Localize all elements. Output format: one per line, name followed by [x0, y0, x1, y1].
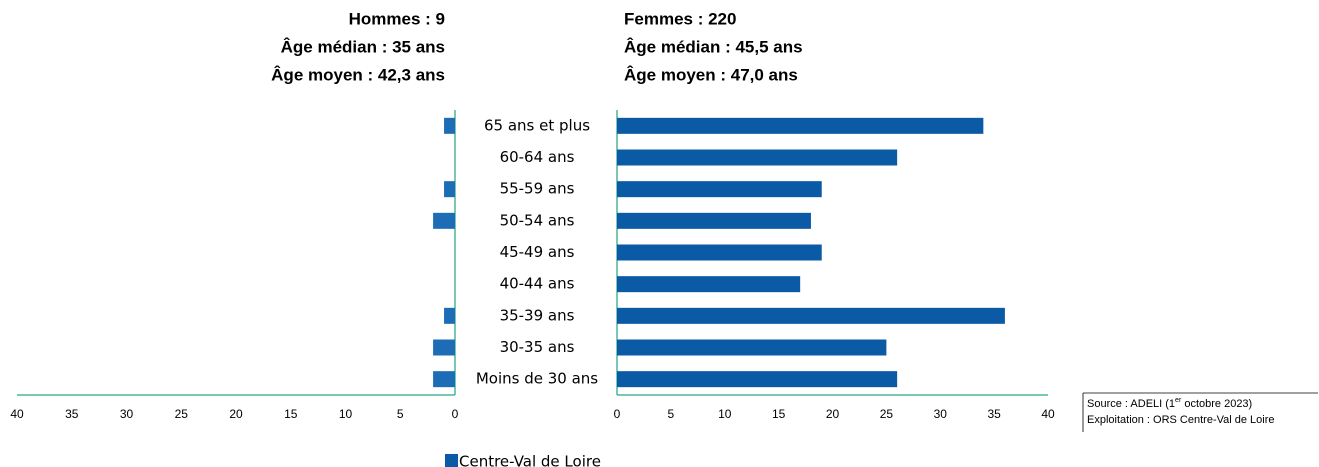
category-label: 65 ans et plus [484, 116, 590, 134]
category-label: Moins de 30 ans [476, 370, 598, 388]
x-tick-label: 0 [614, 407, 621, 421]
x-tick-label: 10 [718, 407, 732, 421]
x-tick-label: 15 [772, 407, 786, 421]
bar [617, 371, 898, 388]
x-tick-label: 40 [10, 407, 24, 421]
bar [617, 149, 898, 166]
bar [617, 307, 1005, 324]
x-tick-label: 5 [668, 407, 675, 421]
bar [444, 181, 455, 198]
category-label: 40-44 ans [500, 275, 575, 293]
panel-title: Âge médian : 35 ans [281, 37, 445, 56]
bar [617, 276, 801, 293]
x-tick-label: 15 [284, 407, 298, 421]
category-label: 55-59 ans [500, 180, 575, 198]
panel-title: Âge moyen : 42,3 ans [271, 65, 445, 84]
x-tick-label: 5 [397, 407, 404, 421]
bar [444, 117, 455, 134]
category-label: 35-39 ans [500, 306, 575, 324]
x-tick-label: 0 [452, 407, 459, 421]
bar [617, 212, 811, 229]
legend-label: Centre-Val de Loire [459, 453, 601, 467]
x-tick-label: 25 [880, 407, 894, 421]
x-tick-label: 25 [175, 407, 189, 421]
x-tick-label: 30 [934, 407, 948, 421]
panel-title: Âge moyen : 47,0 ans [624, 65, 798, 84]
panel-title: Hommes : 9 [349, 9, 445, 28]
legend-swatch [445, 454, 458, 467]
bar [433, 339, 455, 356]
x-tick-label: 20 [826, 407, 840, 421]
category-label: 45-49 ans [500, 243, 575, 261]
bar [617, 339, 887, 356]
bar [617, 244, 822, 261]
x-tick-label: 35 [65, 407, 79, 421]
x-tick-label: 40 [1041, 407, 1055, 421]
category-label: 60-64 ans [500, 148, 575, 166]
bar [617, 181, 822, 198]
category-label: 50-54 ans [500, 211, 575, 229]
x-tick-label: 30 [120, 407, 134, 421]
x-tick-label: 20 [229, 407, 243, 421]
panel-title: Âge médian : 45,5 ans [624, 37, 803, 56]
source-sup: er [1175, 397, 1182, 404]
bar [433, 371, 455, 388]
bar [433, 212, 455, 229]
bar [444, 307, 455, 324]
source-text: Source : ADELI (1 [1087, 398, 1175, 410]
panel-title: Femmes : 220 [624, 9, 736, 28]
x-tick-label: 10 [339, 407, 353, 421]
bar [617, 117, 984, 134]
category-label: 30-35 ans [500, 338, 575, 356]
exploitation-note: Exploitation : ORS Centre-Val de Loire [1087, 414, 1275, 426]
x-tick-label: 35 [987, 407, 1001, 421]
source-note: Source : ADELI (1er octobre 2023) [1087, 397, 1252, 410]
source-text: octobre 2023) [1181, 398, 1252, 410]
